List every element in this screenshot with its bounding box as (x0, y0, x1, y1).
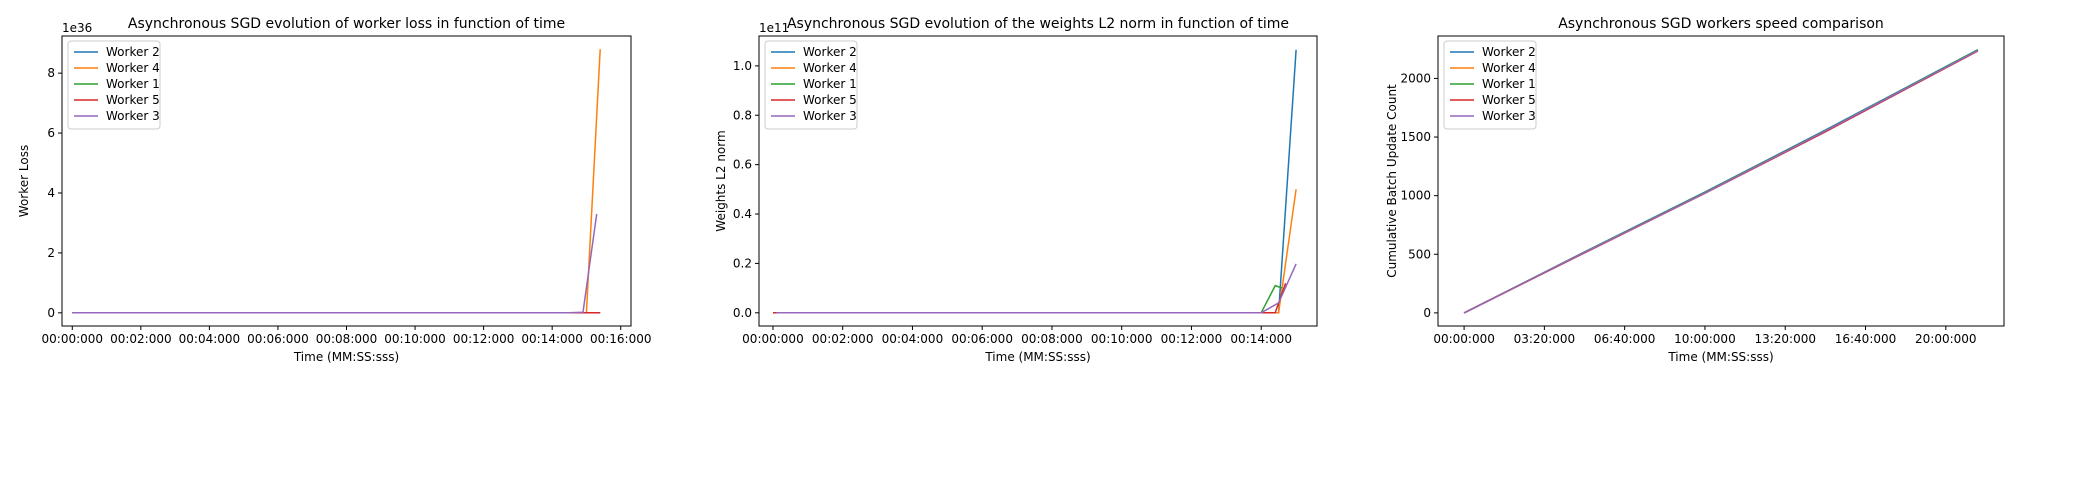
legend-box (67, 40, 161, 130)
y-tick-label: 4 (47, 186, 55, 200)
legend-entry: Worker 5 (803, 93, 857, 107)
y-tick-label: 0.2 (733, 256, 752, 270)
series-line-worker-5 (773, 282, 1287, 314)
x-tick-label: 00:10:000 (1091, 332, 1153, 346)
y-tick-label: 0.6 (733, 158, 752, 172)
legend-entry: Worker 2 (1482, 45, 1536, 59)
legend-entry: Worker 5 (1482, 93, 1536, 107)
legend-entry: Worker 2 (106, 45, 160, 59)
legend-entry: Worker 4 (1482, 61, 1536, 75)
y-axis-label: Cumulative Batch Update Count (1385, 84, 1399, 278)
y-tick-label: 8 (47, 66, 55, 80)
series-line-worker-3 (72, 213, 598, 314)
series-group (72, 49, 601, 314)
x-tick-label: 00:14:000 (1230, 332, 1292, 346)
x-tick-label: 00:00:000 (42, 332, 104, 346)
x-tick-label: 00:06:000 (951, 332, 1013, 346)
x-tick-label: 00:06:000 (247, 332, 309, 346)
y-tick-label: 0.4 (733, 207, 752, 221)
legend-entry: Worker 3 (803, 109, 857, 123)
y-tick-label: 0.0 (733, 306, 752, 320)
y-axis-label: Worker Loss (17, 145, 31, 217)
x-tick-label: 00:08:000 (316, 332, 378, 346)
y-offset-label: 1e36 (62, 21, 92, 35)
legend-entry: Worker 5 (106, 93, 160, 107)
x-axis-label: Time (MM:SS:sss) (984, 350, 1090, 364)
chart-panel-3: Asynchronous SGD workers speed compariso… (1385, 16, 2005, 364)
legend-entry: Worker 3 (1482, 109, 1536, 123)
legend: Worker 2 Worker 4 Worker 1 Worker 5 Worker 3 (764, 40, 858, 130)
y-tick-label: 0 (47, 306, 55, 320)
series-line-worker-3 (776, 263, 1297, 314)
x-tick-label: 00:12:000 (453, 332, 515, 346)
y-tick-label: 0.8 (733, 108, 752, 122)
x-tick-label: 00:02:000 (812, 332, 874, 346)
legend-entry: Worker 4 (803, 61, 857, 75)
legend: Worker 2 Worker 4 Worker 1 Worker 5 Worker 3 (1443, 40, 1537, 130)
x-tick-label: 00:02:000 (110, 332, 172, 346)
x-tick-label: 00:08:000 (1021, 332, 1083, 346)
legend-box (1443, 40, 1537, 130)
chart-panel-1: Asynchronous SGD evolution of worker los… (17, 16, 651, 364)
y-tick-label: 1500 (1400, 130, 1431, 144)
x-tick-label: 16:40:000 (1835, 332, 1897, 346)
series-line-worker-4 (773, 189, 1297, 314)
x-tick-label: 00:10:000 (384, 332, 446, 346)
legend: Worker 2 Worker 4 Worker 1 Worker 5 Worker 3 (67, 40, 161, 130)
legend-entry: Worker 1 (803, 77, 857, 91)
chart-title: Asynchronous SGD evolution of the weight… (787, 16, 1289, 32)
axes-frame (758, 35, 1318, 327)
x-tick-label: 00:04:000 (179, 332, 241, 346)
y-tick-label: 0 (1423, 306, 1431, 320)
x-tick-label: 00:04:000 (882, 332, 944, 346)
chart-title: Asynchronous SGD evolution of worker los… (128, 16, 565, 32)
x-tick-label: 13:20:000 (1754, 332, 1816, 346)
series-line-worker-1 (773, 284, 1283, 314)
x-tick-label: 06:40:000 (1594, 332, 1656, 346)
x-tick-label: 03:20:000 (1514, 332, 1576, 346)
legend-entry: Worker 3 (106, 109, 160, 123)
x-tick-label: 20:00:000 (1915, 332, 1977, 346)
y-tick-label: 500 (1408, 247, 1431, 261)
y-tick-label: 2 (47, 246, 55, 260)
series-group (1463, 49, 1979, 314)
y-tick-label: 6 (47, 126, 55, 140)
y-offset-label: 1e11 (759, 21, 789, 35)
y-tick-label: 1000 (1400, 189, 1431, 203)
x-tick-label: 00:00:000 (742, 332, 804, 346)
x-axis-label: Time (MM:SS:sss) (1667, 350, 1773, 364)
x-tick-label: 00:14:000 (521, 332, 583, 346)
series-group (773, 49, 1297, 314)
y-tick-label: 2000 (1400, 71, 1431, 85)
x-axis-label: Time (MM:SS:sss) (293, 350, 399, 364)
x-tick-label: 00:00:000 (1433, 332, 1495, 346)
axes-frame (1437, 35, 2005, 327)
legend-entry: Worker 2 (803, 45, 857, 59)
series-line-worker-3 (1463, 49, 1979, 314)
x-tick-label: 00:16:000 (590, 332, 652, 346)
y-axis-label: Weights L2 norm (714, 130, 728, 231)
chart-title: Asynchronous SGD workers speed compariso… (1558, 16, 1884, 32)
legend-entry: Worker 4 (106, 61, 160, 75)
legend-entry: Worker 1 (106, 77, 160, 91)
x-tick-label: 00:12:000 (1161, 332, 1223, 346)
chart-panel-2: Asynchronous SGD evolution of the weight… (714, 16, 1318, 364)
legend-entry: Worker 1 (1482, 77, 1536, 91)
legend-box (764, 40, 858, 130)
x-tick-label: 10:00:000 (1674, 332, 1736, 346)
y-tick-label: 1.0 (733, 59, 752, 73)
